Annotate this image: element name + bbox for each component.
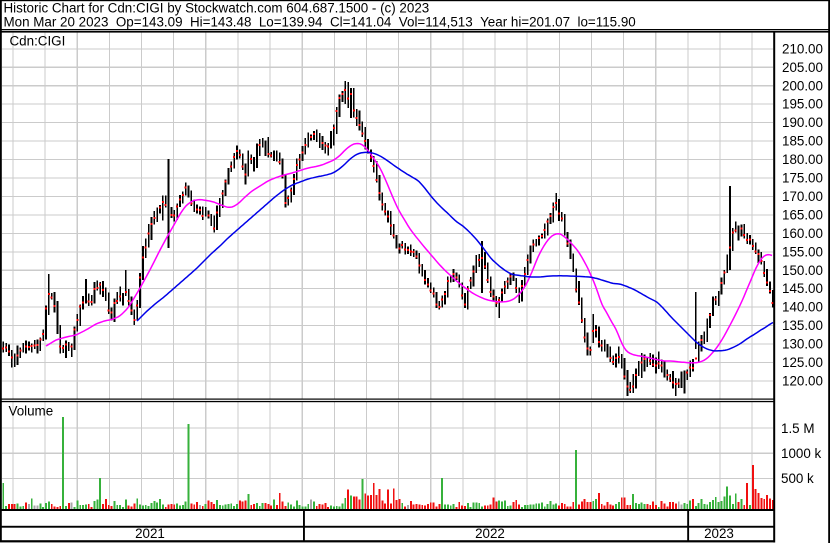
svg-text:Volume: Volume	[9, 404, 54, 419]
svg-text:185.00: 185.00	[782, 134, 823, 149]
svg-text:1.5 M: 1.5 M	[781, 421, 815, 436]
svg-text:130.00: 130.00	[782, 337, 823, 352]
svg-text:160.00: 160.00	[782, 226, 823, 241]
svg-text:145.00: 145.00	[782, 281, 823, 296]
svg-text:170.00: 170.00	[782, 189, 823, 204]
svg-text:125.00: 125.00	[782, 355, 823, 370]
svg-text:1000 k: 1000 k	[781, 446, 822, 461]
svg-text:195.00: 195.00	[782, 97, 823, 112]
svg-text:Mon Mar 20 2023 Op=143.09 Hi: Mon Mar 20 2023 Op=143.09 Hi=143.48 Lo=1…	[4, 15, 636, 30]
svg-text:2023: 2023	[704, 526, 734, 541]
svg-text:500 k: 500 k	[781, 471, 814, 486]
svg-text:210.00: 210.00	[782, 41, 823, 56]
svg-text:120.00: 120.00	[782, 374, 823, 389]
svg-text:140.00: 140.00	[782, 300, 823, 315]
svg-text:135.00: 135.00	[782, 318, 823, 333]
svg-text:175.00: 175.00	[782, 171, 823, 186]
svg-text:Cdn:CIGI: Cdn:CIGI	[10, 34, 66, 49]
svg-text:2022: 2022	[475, 526, 505, 541]
svg-text:155.00: 155.00	[782, 244, 823, 259]
svg-text:2021: 2021	[135, 526, 165, 541]
svg-text:180.00: 180.00	[782, 152, 823, 167]
svg-text:190.00: 190.00	[782, 115, 823, 130]
svg-text:165.00: 165.00	[782, 207, 823, 222]
svg-text:200.00: 200.00	[782, 78, 823, 93]
svg-text:150.00: 150.00	[782, 263, 823, 278]
svg-text:205.00: 205.00	[782, 60, 823, 75]
svg-text:Historic Chart for Cdn:CIGI by: Historic Chart for Cdn:CIGI by Stockwatc…	[4, 1, 430, 16]
